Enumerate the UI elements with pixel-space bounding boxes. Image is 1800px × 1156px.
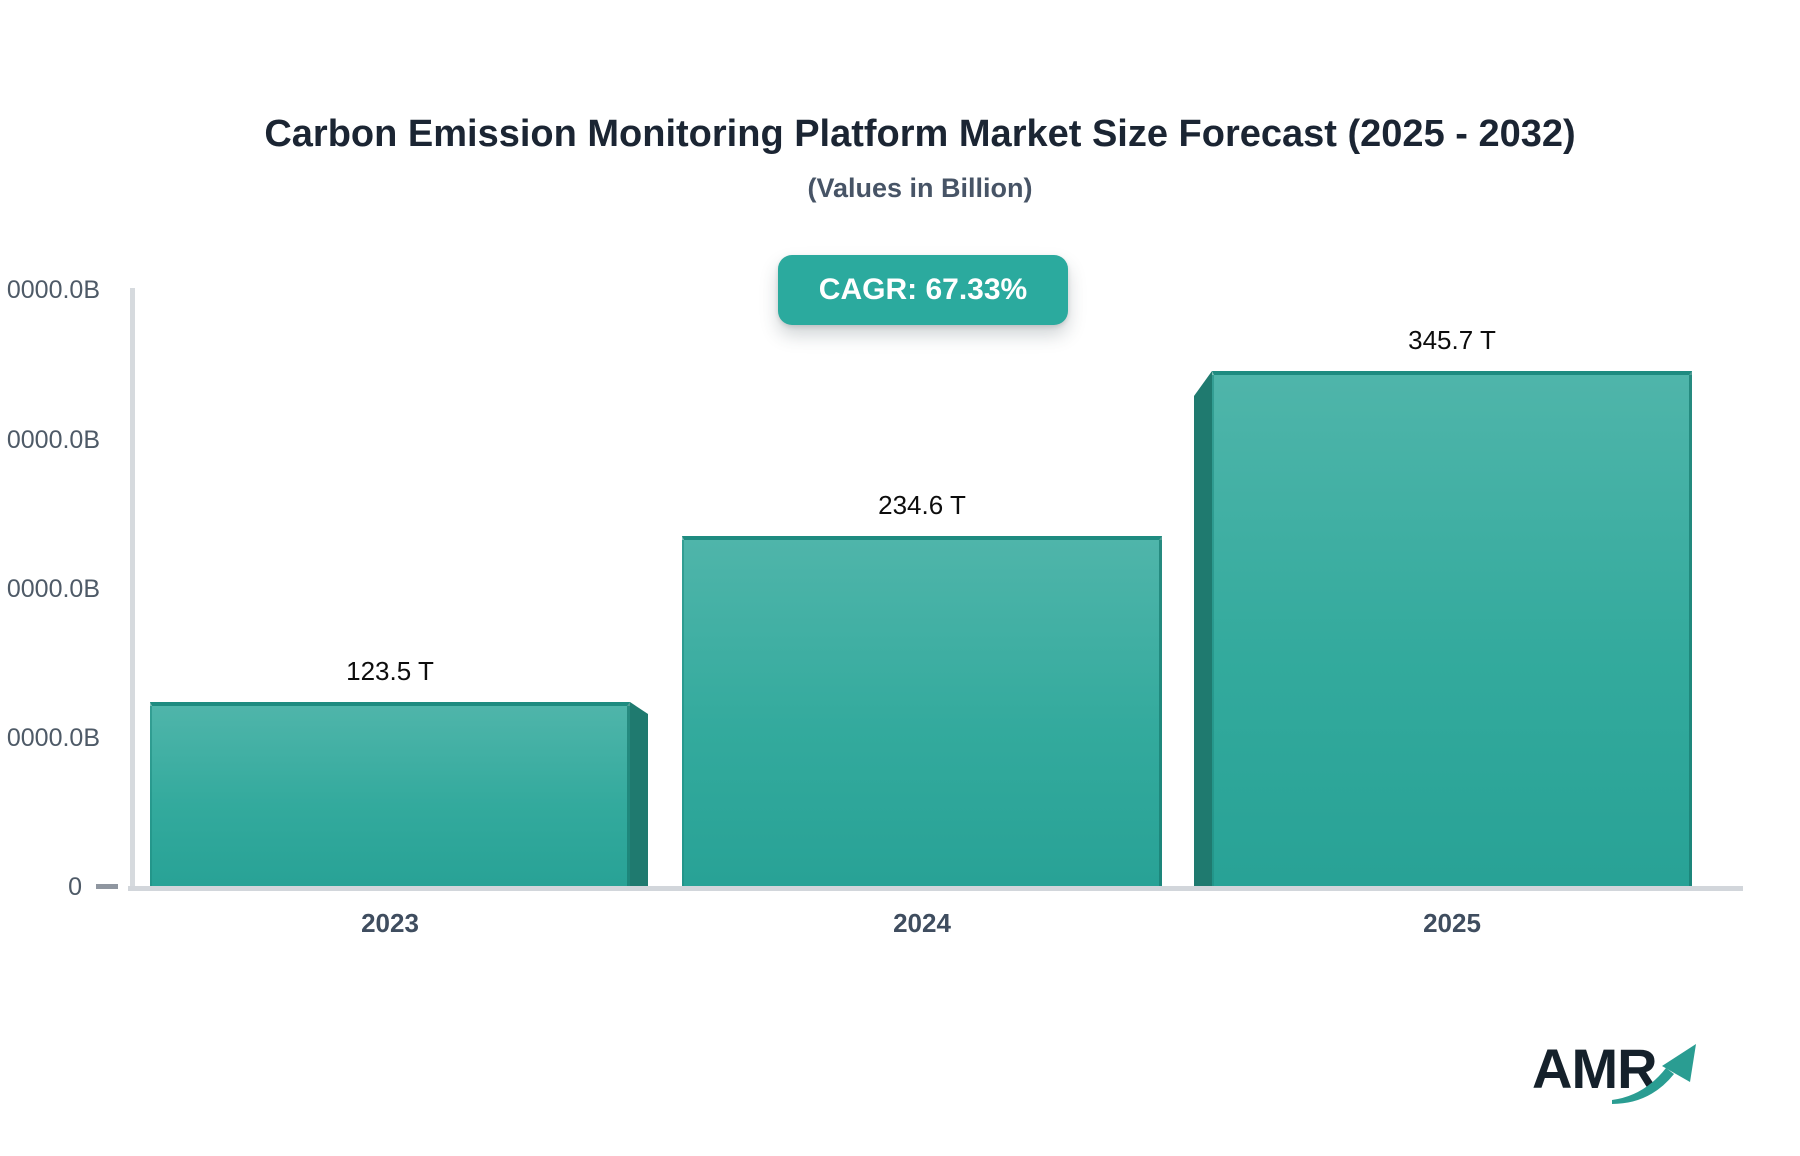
x-tick-label-2024: 2024: [893, 908, 951, 938]
x-tick-label-2025: 2025: [1423, 908, 1481, 938]
bar-2024: [682, 536, 1162, 886]
bar-2023-side-face: [630, 702, 648, 886]
bar-2025: [1212, 371, 1692, 886]
y-axis-line: [130, 288, 135, 888]
chart-subtitle: (Values in Billion): [807, 173, 1033, 203]
zero-tick-mark: [96, 884, 118, 889]
cagr-badge-label: CAGR: 67.33%: [818, 273, 1028, 306]
x-tick-label-2023: 2023: [361, 908, 419, 938]
y-tick-label-400: 0000.0B: [6, 276, 100, 304]
bar-value-label-2023: 123.5 T: [346, 656, 434, 686]
brand-logo-text: AMR: [1532, 1037, 1658, 1100]
bar-value-label-2025: 345.7 T: [1408, 325, 1496, 355]
brand-logo: AMR: [1532, 1038, 1712, 1108]
growth-arrow-icon: [1612, 1044, 1696, 1104]
x-axis-baseline: [128, 886, 1743, 891]
bar-2023: [150, 702, 630, 886]
bar-2025-side-face: [1194, 371, 1212, 886]
y-tick-label-100: 0000.0B: [6, 724, 100, 752]
bar-value-label-2024: 234.6 T: [878, 490, 966, 520]
y-tick-label-300: 0000.0B: [6, 426, 100, 454]
chart-title: Carbon Emission Monitoring Platform Mark…: [264, 113, 1576, 155]
y-tick-label-zero: 0: [68, 873, 82, 901]
cagr-badge: CAGR: 67.33%: [778, 255, 1068, 325]
y-tick-label-200: 0000.0B: [6, 575, 100, 603]
